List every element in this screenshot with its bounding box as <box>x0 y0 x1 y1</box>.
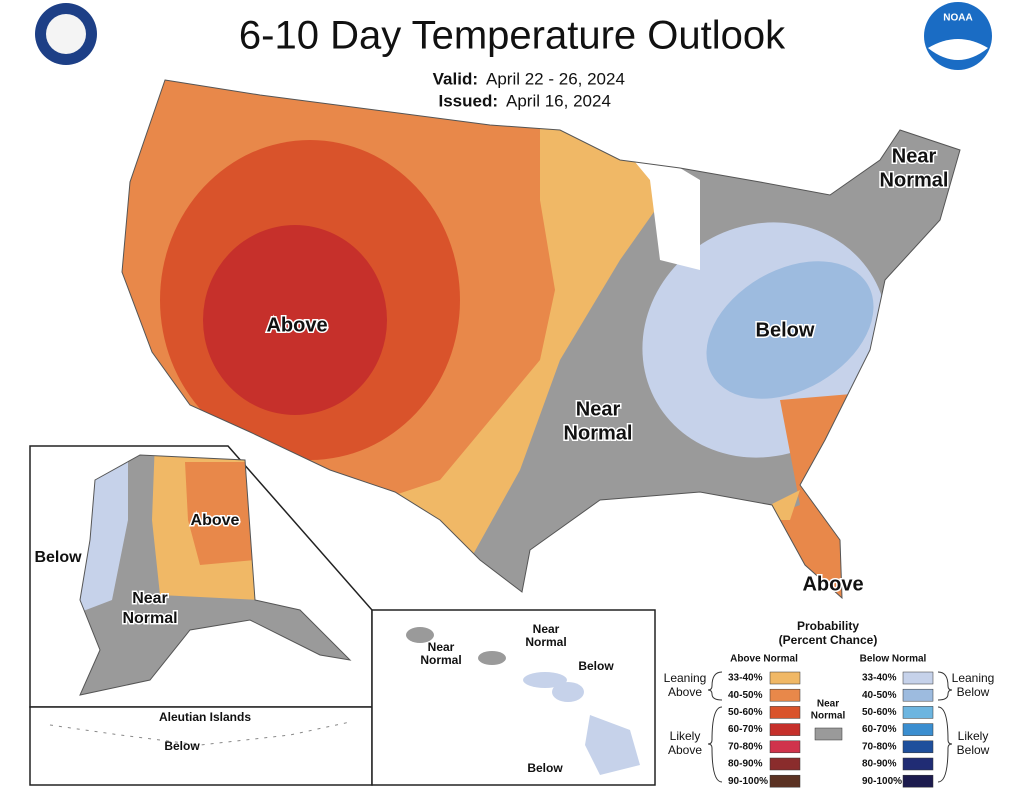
alaska-label: Normal <box>122 610 177 627</box>
legend-range: 60-70% <box>728 724 763 735</box>
hawaii-label: Near <box>428 640 455 654</box>
legend: Probability (Percent Chance) Above Norma… <box>664 619 995 788</box>
hawaii-label: Near <box>533 622 560 636</box>
legend-swatch <box>902 723 934 736</box>
below-40-50-region <box>706 261 874 399</box>
conus-outline <box>121 79 961 600</box>
hawaii-label: Below <box>578 659 614 673</box>
legend-range: 80-90% <box>862 759 897 770</box>
legend-swatch <box>769 688 801 702</box>
legend-near-normal: Near <box>817 699 839 710</box>
legend-range: 70-80% <box>728 741 763 752</box>
legend-range: 50-60% <box>728 707 763 718</box>
ak-leaning-below <box>80 455 128 620</box>
legend-group: Likely <box>958 729 989 743</box>
legend-range: 40-50% <box>728 690 763 701</box>
aleutian-inset <box>29 706 373 786</box>
legend-range: 90-100% <box>728 776 768 787</box>
legend-swatch <box>902 740 934 754</box>
legend-title: (Percent Chance) <box>779 633 878 647</box>
legend-group: Above <box>668 743 702 757</box>
alaska-outline <box>79 454 352 696</box>
legend-swatch <box>769 740 801 754</box>
molokai-maui <box>523 672 567 688</box>
legend-group: Below <box>957 743 990 757</box>
valid-dates: April 22 - 26, 2024 <box>486 69 625 88</box>
legend-range: 50-60% <box>862 707 897 718</box>
conus-label: Near <box>576 398 621 420</box>
legend-swatch <box>769 671 801 685</box>
title: 6-10 Day Temperature Outlook <box>239 14 786 58</box>
issued-date: April 16, 2024 <box>506 91 611 110</box>
legend-swatch <box>902 774 934 788</box>
legend-near-normal: Normal <box>811 711 846 722</box>
brace <box>707 671 723 701</box>
legend-group: Likely <box>670 729 701 743</box>
brace <box>707 706 723 783</box>
legend-swatch <box>902 706 934 719</box>
noaa-logo-gull <box>928 39 988 60</box>
oahu <box>478 651 506 665</box>
brace <box>937 671 953 701</box>
legend-header: Above Normal <box>730 654 798 665</box>
legend-group: Leaning <box>664 671 707 685</box>
noaa-logo-text: NOAA <box>943 13 972 24</box>
legend-group: Above <box>668 685 702 699</box>
commerce-logo-inner <box>46 14 86 54</box>
great-lakes <box>600 120 700 270</box>
legend-swatch <box>769 706 801 719</box>
legend-swatch <box>769 757 801 771</box>
maui <box>552 682 584 702</box>
aleutian-islands <box>49 721 351 746</box>
legend-swatch <box>814 727 843 741</box>
above-60-70-region <box>203 225 387 415</box>
aleutian-label: Below <box>164 739 200 753</box>
legend-range: 60-70% <box>862 724 897 735</box>
conus-label: Normal <box>564 422 633 444</box>
legend-range: 70-80% <box>862 741 897 752</box>
conus-label: Above <box>802 573 863 595</box>
ak-above-40-50 <box>185 462 255 565</box>
issued-label: Issued: <box>438 91 498 110</box>
conus-label: Near <box>892 145 937 167</box>
hawaii-label: Below <box>527 761 563 775</box>
legend-swatch <box>769 723 801 736</box>
legend-group: Leaning <box>952 671 995 685</box>
conus-label: Below <box>756 319 815 341</box>
conus-label: Normal <box>880 169 949 191</box>
hawaii-label: Normal <box>420 653 461 667</box>
legend-swatch <box>902 757 934 771</box>
legend-range: 33-40% <box>728 673 763 684</box>
alaska-label: Above <box>191 512 240 529</box>
legend-range: 90-100% <box>862 776 902 787</box>
legend-swatch <box>769 774 801 788</box>
alaska-label: Near <box>132 590 168 607</box>
legend-swatch <box>902 671 934 685</box>
legend-title: Probability <box>797 619 859 633</box>
legend-header: Below Normal <box>860 654 927 665</box>
legend-swatch <box>902 688 934 702</box>
kauai <box>406 627 434 643</box>
hawaii-label: Normal <box>525 635 566 649</box>
legend-group: Below <box>957 685 990 699</box>
legend-range: 40-50% <box>862 690 897 701</box>
legend-range: 33-40% <box>862 673 897 684</box>
big-island <box>585 715 640 775</box>
conus-map <box>122 80 960 598</box>
conus-label: Above <box>266 314 327 336</box>
legend-range: 80-90% <box>728 759 763 770</box>
brace <box>937 706 953 783</box>
alaska-label: Below <box>34 549 82 566</box>
aleutian-title: Aleutian Islands <box>159 710 251 724</box>
valid-label: Valid: <box>433 69 478 88</box>
